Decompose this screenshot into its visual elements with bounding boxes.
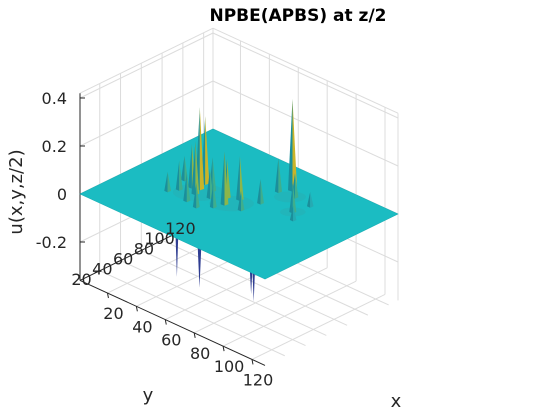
spike-shadow bbox=[192, 183, 197, 209]
spike-shadow bbox=[257, 179, 261, 205]
x-tick bbox=[106, 292, 109, 299]
spike-shadow bbox=[191, 141, 196, 196]
surface-mesh bbox=[79, 99, 399, 302]
chart-title: NPBE(APBS) at z/2 bbox=[210, 6, 387, 26]
z-tick-label: -0.2 bbox=[36, 233, 67, 252]
spike-shadow bbox=[220, 151, 225, 206]
y-tick-label: 40 bbox=[92, 260, 112, 279]
spike-shadow bbox=[175, 160, 180, 191]
spike-shadow bbox=[288, 99, 293, 192]
y-axis-label: y bbox=[143, 385, 154, 406]
x-tick-label: 120 bbox=[243, 370, 274, 389]
spike bbox=[278, 158, 282, 194]
spike bbox=[224, 151, 229, 206]
y-tick-label: 120 bbox=[165, 219, 196, 238]
x-tick bbox=[193, 332, 196, 338]
x-tick-label: 40 bbox=[132, 317, 152, 336]
spike bbox=[199, 107, 205, 191]
gridline bbox=[193, 267, 328, 334]
x-tick bbox=[164, 319, 167, 325]
spike bbox=[195, 141, 200, 196]
gridline bbox=[212, 32, 399, 119]
spike-shadow bbox=[209, 183, 214, 209]
spike bbox=[293, 205, 297, 222]
spike bbox=[179, 160, 183, 191]
x-tick bbox=[251, 359, 254, 365]
gridline bbox=[161, 239, 348, 326]
spike-shadow bbox=[181, 155, 185, 182]
spike bbox=[205, 116, 210, 185]
spike-shadow bbox=[188, 144, 192, 189]
x-tick-label: 20 bbox=[103, 304, 123, 323]
x-axis-label: x bbox=[391, 391, 402, 412]
x-tick bbox=[222, 346, 225, 352]
z-tick-label: 0.2 bbox=[42, 137, 67, 156]
y-tick bbox=[136, 249, 142, 253]
z-tick-label: 0 bbox=[57, 185, 67, 204]
z-axis-label: u(x,y,z/2) bbox=[6, 149, 27, 234]
spike bbox=[295, 173, 299, 199]
gridline bbox=[79, 32, 214, 99]
gridline bbox=[79, 27, 214, 94]
y-tick bbox=[115, 260, 121, 264]
y-tick bbox=[156, 239, 163, 243]
y-tick bbox=[94, 270, 100, 274]
spike bbox=[186, 171, 191, 203]
spike bbox=[241, 190, 245, 212]
spike-shadow bbox=[289, 183, 293, 214]
spike bbox=[213, 183, 217, 209]
spike-shadow bbox=[206, 168, 210, 200]
spike bbox=[227, 159, 231, 199]
x-tick-label: 60 bbox=[161, 331, 181, 350]
gridline bbox=[79, 80, 214, 147]
gridline bbox=[251, 293, 386, 360]
spike bbox=[212, 157, 217, 193]
gridline bbox=[99, 270, 285, 357]
spike bbox=[239, 156, 244, 201]
z-tick-label: 0.4 bbox=[42, 89, 67, 108]
spike-shadow bbox=[237, 190, 241, 212]
y-tick-label: 20 bbox=[71, 270, 91, 289]
spike bbox=[292, 99, 298, 192]
x-axis-line bbox=[79, 279, 266, 366]
spike-shadow bbox=[236, 156, 240, 201]
spike bbox=[167, 171, 171, 193]
spike-shadow bbox=[274, 158, 279, 194]
x-tick-label: 100 bbox=[214, 357, 245, 376]
gridline bbox=[120, 260, 306, 347]
surface-bump bbox=[274, 191, 306, 203]
spike bbox=[260, 179, 264, 205]
spike bbox=[196, 183, 200, 209]
x-tick-label: 80 bbox=[190, 344, 210, 363]
y-tick-label: 60 bbox=[113, 249, 133, 268]
spike bbox=[310, 191, 314, 208]
gridline bbox=[141, 249, 327, 336]
spike-shadow bbox=[289, 205, 294, 222]
y-tick-label: 100 bbox=[144, 229, 175, 248]
x-tick bbox=[135, 306, 138, 312]
gridline bbox=[212, 27, 399, 114]
spike bbox=[292, 183, 297, 214]
gridline bbox=[222, 280, 357, 347]
gridline bbox=[212, 80, 399, 167]
spike-shadow bbox=[164, 171, 168, 193]
spike-shadow bbox=[307, 191, 311, 208]
spike-shadow bbox=[183, 171, 187, 203]
y-tick-label: 80 bbox=[134, 239, 154, 258]
